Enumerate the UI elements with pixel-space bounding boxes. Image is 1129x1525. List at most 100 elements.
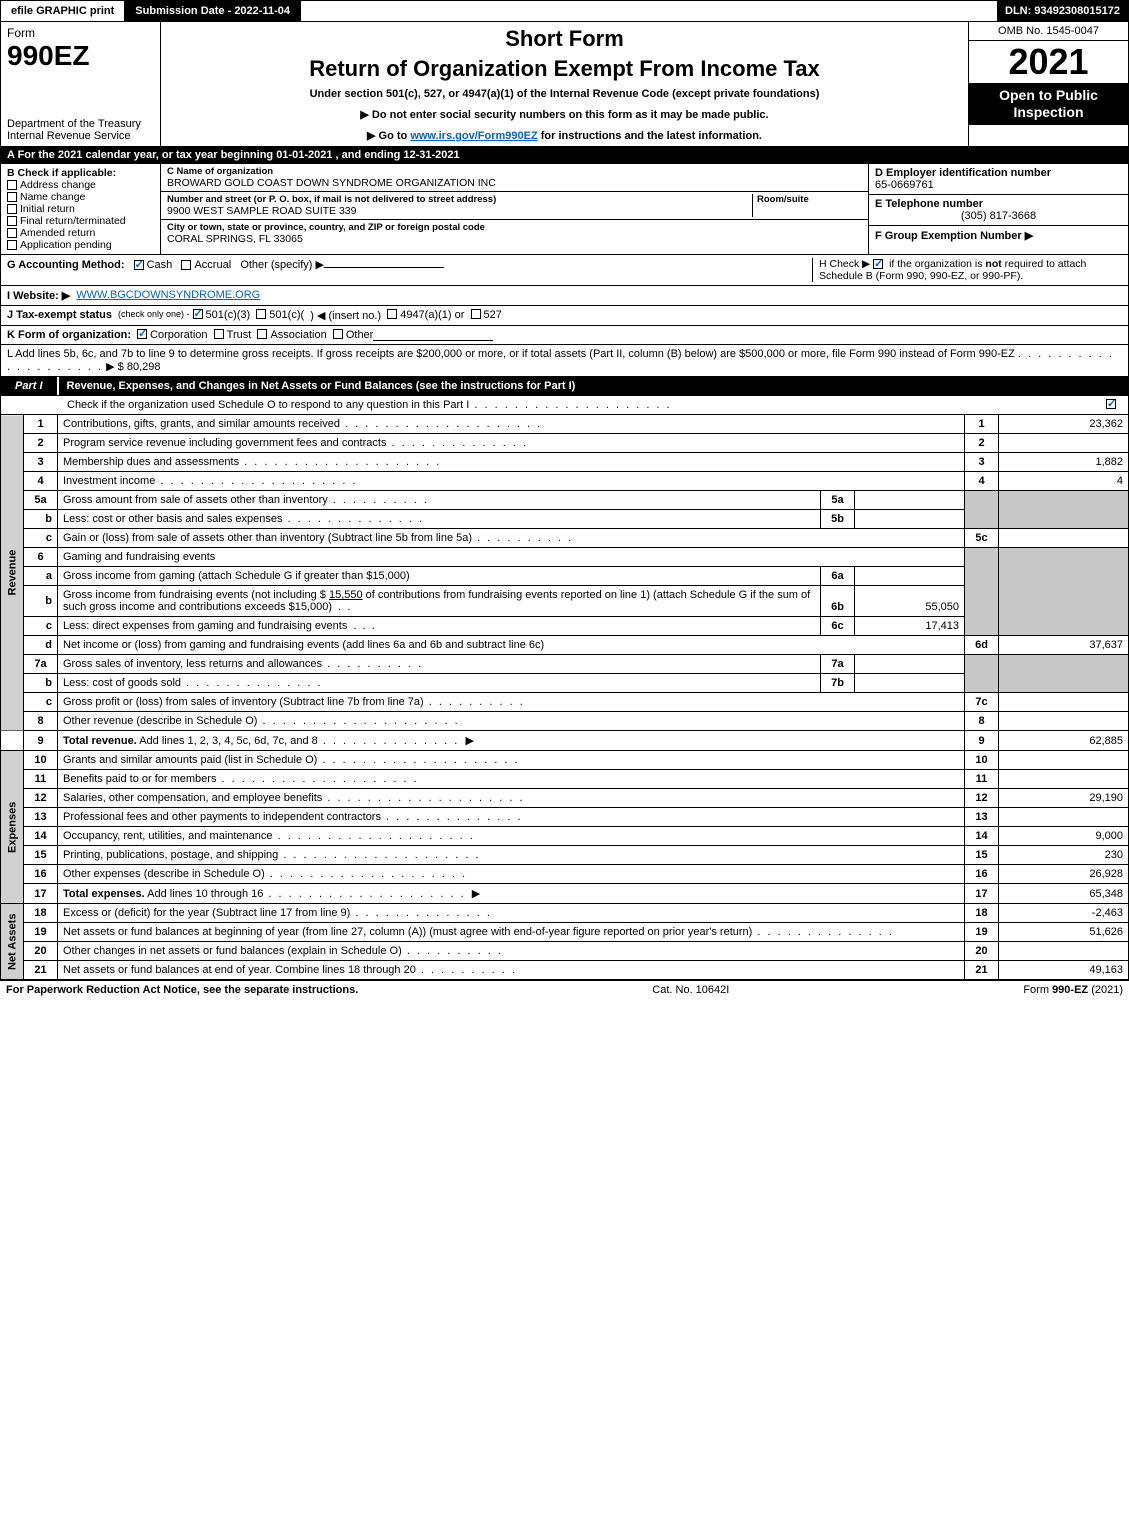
checkbox-cash[interactable] bbox=[134, 260, 144, 270]
l10-rv bbox=[999, 751, 1129, 770]
l17-rv: 65,348 bbox=[999, 884, 1129, 904]
checkbox-accrual[interactable] bbox=[181, 260, 191, 270]
line-18: Net Assets 18 Excess or (deficit) for th… bbox=[1, 904, 1129, 923]
l19-rv: 51,626 bbox=[999, 923, 1129, 942]
l18-rv: -2,463 bbox=[999, 904, 1129, 923]
d-ein: 65-0669761 bbox=[875, 179, 1122, 191]
l2-num: 2 bbox=[24, 434, 58, 453]
i-label: I Website: ▶ bbox=[7, 289, 70, 302]
l16-dots bbox=[265, 868, 467, 880]
j-opt3: 4947(a)(1) or bbox=[400, 309, 464, 322]
l1-rl: 1 bbox=[965, 415, 999, 434]
line-3: 3 Membership dues and assessments 3 1,88… bbox=[1, 453, 1129, 472]
k-corp: Corporation bbox=[150, 329, 207, 341]
l13-desc: Professional fees and other payments to … bbox=[63, 811, 381, 823]
l6c-ml: 6c bbox=[821, 617, 855, 636]
privacy-notice: ▶ Do not enter social security numbers o… bbox=[169, 108, 960, 121]
line-5c: c Gain or (loss) from sale of assets oth… bbox=[1, 529, 1129, 548]
b-title: B Check if applicable: bbox=[7, 167, 154, 179]
l14-dots bbox=[273, 830, 475, 842]
l1-dots bbox=[340, 418, 542, 430]
b-label-3: Final return/terminated bbox=[20, 215, 126, 227]
header-center: Short Form Return of Organization Exempt… bbox=[161, 22, 968, 146]
top-bar: efile GRAPHIC print Submission Date - 20… bbox=[0, 0, 1129, 22]
j-label: J Tax-exempt status bbox=[7, 309, 112, 322]
checkbox-name-change[interactable] bbox=[7, 192, 17, 202]
line-7c: c Gross profit or (loss) from sales of i… bbox=[1, 693, 1129, 712]
checkbox-501c[interactable] bbox=[256, 309, 266, 319]
efile-tab[interactable]: efile GRAPHIC print bbox=[1, 1, 125, 21]
checkbox-final-return[interactable] bbox=[7, 216, 17, 226]
l14-rl: 14 bbox=[965, 827, 999, 846]
l5c-desc: Gain or (loss) from sale of assets other… bbox=[63, 532, 472, 544]
checkbox-other-org[interactable] bbox=[333, 329, 343, 339]
e-phone: (305) 817-3668 bbox=[875, 210, 1122, 222]
part1-header: Part I Revenue, Expenses, and Changes in… bbox=[0, 377, 1129, 396]
checkbox-address-change[interactable] bbox=[7, 180, 17, 190]
l9-desc-b: Total revenue. bbox=[63, 735, 137, 747]
h-text2: if the organization is bbox=[886, 258, 985, 270]
l7a-dots bbox=[322, 658, 423, 670]
b-label-4: Amended return bbox=[20, 227, 95, 239]
line-11: 11 Benefits paid to or for members 11 bbox=[1, 770, 1129, 789]
k-other-fill[interactable] bbox=[373, 329, 493, 341]
l10-rl: 10 bbox=[965, 751, 999, 770]
checkbox-h[interactable] bbox=[873, 259, 883, 269]
line-2: 2 Program service revenue including gove… bbox=[1, 434, 1129, 453]
l4-rl: 4 bbox=[965, 472, 999, 491]
row-j: J Tax-exempt status (check only one) - 5… bbox=[0, 306, 1129, 326]
l2-dots bbox=[386, 437, 528, 449]
l11-desc: Benefits paid to or for members bbox=[63, 773, 216, 785]
line-19: 19 Net assets or fund balances at beginn… bbox=[1, 923, 1129, 942]
l1-desc: Contributions, gifts, grants, and simila… bbox=[63, 418, 340, 430]
l5c-num: c bbox=[24, 529, 58, 548]
l20-rl: 20 bbox=[965, 942, 999, 961]
checkbox-initial-return[interactable] bbox=[7, 204, 17, 214]
l15-num: 15 bbox=[24, 846, 58, 865]
checkbox-corporation[interactable] bbox=[137, 329, 147, 339]
irs-link[interactable]: www.irs.gov/Form990EZ bbox=[410, 130, 537, 142]
l2-desc: Program service revenue including govern… bbox=[63, 437, 386, 449]
part1-check-row: Check if the organization used Schedule … bbox=[0, 396, 1129, 415]
f-label: F Group Exemption Number ▶ bbox=[875, 229, 1122, 242]
l-text: L Add lines 5b, 6c, and 7b to line 9 to … bbox=[7, 348, 1015, 360]
l8-desc: Other revenue (describe in Schedule O) bbox=[63, 715, 257, 727]
vlabel-expenses: Expenses bbox=[1, 751, 24, 904]
c-name-row: C Name of organization BROWARD GOLD COAS… bbox=[161, 164, 868, 192]
checkbox-501c3[interactable] bbox=[193, 309, 203, 319]
line-15: 15 Printing, publications, postage, and … bbox=[1, 846, 1129, 865]
l12-dots bbox=[322, 792, 524, 804]
l9-rv: 62,885 bbox=[999, 731, 1129, 751]
checkbox-trust[interactable] bbox=[214, 329, 224, 339]
website-link[interactable]: WWW.BGCDOWNSYNDROME.ORG bbox=[76, 289, 260, 302]
under-section-text: Under section 501(c), 527, or 4947(a)(1)… bbox=[169, 88, 960, 100]
g-other-fill[interactable] bbox=[324, 267, 444, 268]
checkbox-application-pending[interactable] bbox=[7, 240, 17, 250]
l19-rl: 19 bbox=[965, 923, 999, 942]
checkbox-schedule-o[interactable] bbox=[1106, 399, 1116, 409]
b-item-initial: Initial return bbox=[7, 203, 154, 215]
l3-rv: 1,882 bbox=[999, 453, 1129, 472]
checkbox-amended-return[interactable] bbox=[7, 228, 17, 238]
form-header: Form 990EZ Department of the Treasury In… bbox=[0, 22, 1129, 147]
l7c-desc: Gross profit or (loss) from sales of inv… bbox=[63, 696, 424, 708]
checkbox-association[interactable] bbox=[257, 329, 267, 339]
checkbox-4947[interactable] bbox=[387, 309, 397, 319]
c-city-label: City or town, state or province, country… bbox=[167, 222, 862, 233]
checkbox-527[interactable] bbox=[471, 309, 481, 319]
org-city: CORAL SPRINGS, FL 33065 bbox=[167, 233, 862, 245]
l20-dots bbox=[402, 945, 503, 957]
l13-rl: 13 bbox=[965, 808, 999, 827]
title-short-form: Short Form bbox=[169, 26, 960, 52]
l5a-dots bbox=[328, 494, 429, 506]
l12-rv: 29,190 bbox=[999, 789, 1129, 808]
part1-tab: Part I bbox=[1, 377, 59, 395]
l6-desc: Gaming and fundraising events bbox=[63, 551, 215, 563]
l19-num: 19 bbox=[24, 923, 58, 942]
footer-right: Form 990-EZ (2021) bbox=[1023, 984, 1123, 996]
line-6d: d Net income or (loss) from gaming and f… bbox=[1, 636, 1129, 655]
footer-center: Cat. No. 10642I bbox=[358, 984, 1023, 996]
line-4: 4 Investment income 4 4 bbox=[1, 472, 1129, 491]
l6b-u: 15,550 bbox=[329, 589, 363, 601]
l1-num: 1 bbox=[24, 415, 58, 434]
